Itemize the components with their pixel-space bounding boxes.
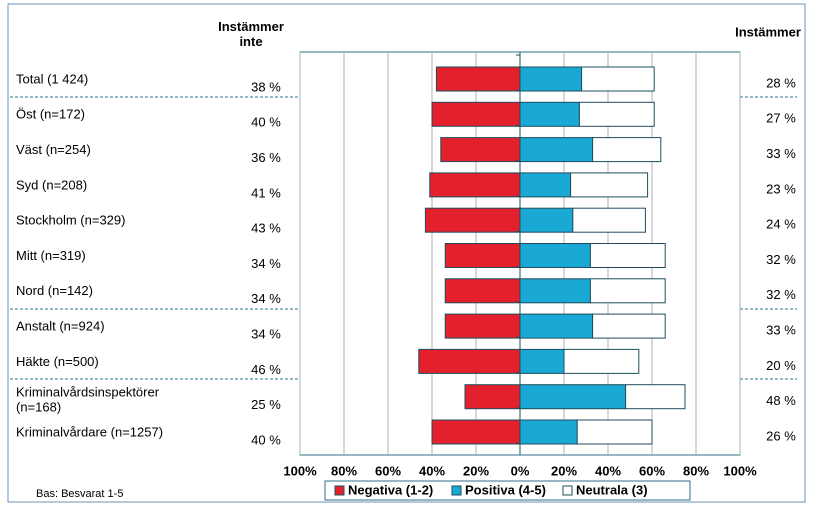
bar-segment (519, 419, 578, 445)
left-header: Instämmer inte (218, 19, 284, 49)
bar-segment (440, 137, 521, 163)
left-value-label: 25 % (251, 397, 281, 412)
left-value-label: 43 % (251, 221, 281, 236)
legend-label: Positiva (4-5) (465, 482, 546, 497)
bar-segment (519, 243, 591, 268)
left-value-label: 36 % (251, 150, 281, 165)
right-value-label: 23 % (766, 181, 796, 196)
bar-segment (444, 243, 521, 268)
bar-segment (519, 137, 594, 163)
bar-segment (589, 278, 666, 304)
right-value-label: 26 % (766, 428, 796, 443)
bar-segment (519, 207, 574, 233)
bar-segment (519, 384, 627, 410)
legend-swatch (334, 485, 345, 496)
left-value-label: 40 % (251, 432, 281, 447)
right-value-label: 33 % (766, 146, 796, 161)
legend-label: Negativa (1-2) (348, 482, 433, 497)
outer-frame (7, 3, 806, 503)
bar-segment (519, 101, 580, 127)
category-label: Kriminalvårdare (n=1257) (16, 424, 163, 439)
legend-swatch (451, 485, 462, 496)
left-value-label: 41 % (251, 185, 281, 200)
bar-segment (429, 172, 521, 198)
x-tick-label: 80% (331, 463, 357, 478)
category-label: Kriminalvårdsinspektörer (n=168) (16, 385, 160, 415)
category-label: Syd (n=208) (16, 177, 87, 192)
category-label: Nord (n=142) (16, 283, 93, 298)
bar-segment (519, 172, 572, 198)
left-value-label: 34 % (251, 327, 281, 342)
x-tick-label: 20% (551, 463, 577, 478)
bar-segment (431, 419, 521, 445)
x-tick-label: 40% (595, 463, 621, 478)
right-value-label: 20 % (766, 358, 796, 373)
bar-segment (519, 278, 591, 304)
category-label: Mitt (n=319) (16, 248, 86, 263)
left-value-label: 46 % (251, 362, 281, 377)
right-value-label: 32 % (766, 252, 796, 267)
bar-segment (464, 384, 521, 410)
bar-segment (563, 348, 640, 374)
bar-segment (431, 101, 521, 127)
legend-label: Neutrala (3) (576, 482, 648, 497)
bar-segment (444, 278, 521, 304)
category-label: Total (1 424) (16, 71, 88, 86)
bar-segment (592, 313, 666, 339)
right-header: Instämmer (735, 24, 801, 39)
bar-segment (519, 66, 583, 92)
bar-segment (578, 101, 655, 127)
category-label: Stockholm (n=329) (16, 213, 125, 228)
bar-segment (424, 207, 521, 233)
x-tick-label: 60% (375, 463, 401, 478)
bar-segment (625, 384, 686, 410)
x-tick-label: 0% (511, 463, 530, 478)
bar-segment (576, 419, 653, 445)
x-tick-label: 60% (639, 463, 665, 478)
category-label: Väst (n=254) (16, 142, 91, 157)
right-value-label: 24 % (766, 217, 796, 232)
bar-segment (572, 207, 646, 233)
bar-segment (570, 172, 649, 198)
right-value-label: 33 % (766, 323, 796, 338)
category-label: Öst (n=172) (16, 107, 85, 122)
right-value-label: 27 % (766, 111, 796, 126)
category-label: Anstalt (n=924) (16, 319, 105, 334)
legend-box (324, 480, 691, 501)
x-tick-label: 20% (463, 463, 489, 478)
right-value-label: 32 % (766, 287, 796, 302)
bar-segment (589, 243, 666, 268)
left-value-label: 40 % (251, 115, 281, 130)
bar-segment (519, 348, 565, 374)
x-tick-label: 40% (419, 463, 445, 478)
left-value-label: 38 % (251, 79, 281, 94)
bar-segment (444, 313, 521, 339)
legend-swatch (562, 485, 573, 496)
bar-segment (519, 313, 594, 339)
right-value-label: 48 % (766, 393, 796, 408)
footnote: Bas: Besvarat 1-5 (36, 488, 123, 500)
bar-segment (592, 137, 662, 163)
bar-segment (581, 66, 655, 92)
x-tick-label: 100% (283, 463, 317, 478)
left-value-label: 34 % (251, 256, 281, 271)
bar-segment (435, 66, 521, 92)
right-value-label: 28 % (766, 75, 796, 90)
x-tick-label: 80% (683, 463, 709, 478)
category-label: Häkte (n=500) (16, 354, 99, 369)
bar-segment (418, 348, 521, 374)
x-tick-label: 100% (723, 463, 757, 478)
left-value-label: 34 % (251, 291, 281, 306)
